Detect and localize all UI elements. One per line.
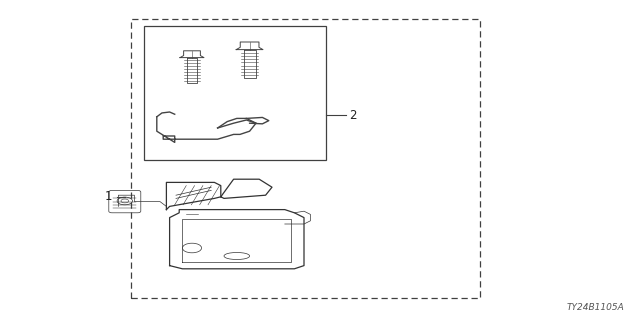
Text: 2: 2 bbox=[349, 109, 356, 122]
Text: 1: 1 bbox=[104, 190, 112, 203]
Bar bbox=[131, 19, 480, 298]
Text: TY24B1105A: TY24B1105A bbox=[566, 303, 624, 312]
Bar bbox=[144, 26, 326, 160]
